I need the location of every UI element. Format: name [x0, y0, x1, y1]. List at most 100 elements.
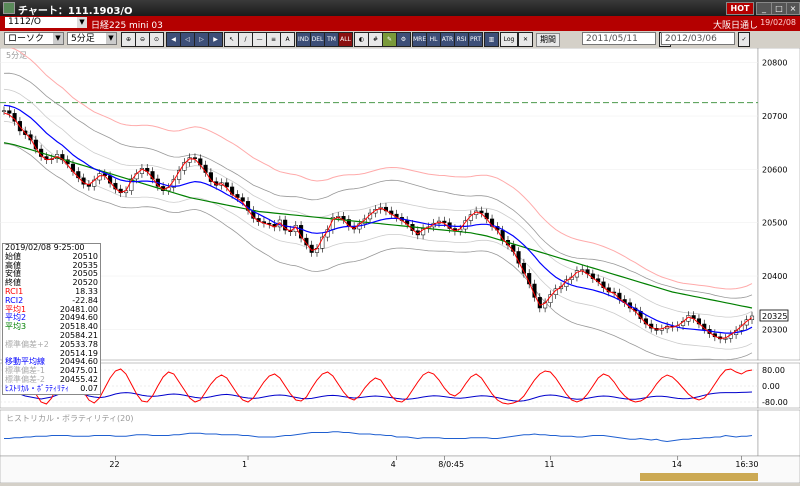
- date-from-field[interactable]: 2011/05/11: [582, 32, 656, 45]
- info-row: RCI2 -22.84: [3, 295, 100, 306]
- price-tick-label: 20300: [762, 325, 787, 334]
- zoom-reset-icon[interactable]: ⊙: [149, 32, 164, 47]
- info-row: 平均3 20518.40: [3, 322, 100, 332]
- period-label[interactable]: 期間: [536, 33, 560, 47]
- info-row-value: 20494.60: [59, 357, 98, 367]
- info-row-label: 移動平均線: [5, 357, 45, 367]
- zoom-in-icon[interactable]: ⊕: [121, 32, 136, 47]
- toolbar-btn-del[interactable]: DEL: [310, 32, 325, 47]
- data-info-panel: 2019/02/08 9:25:00 始値 20510 高値 20535 安値 20505…: [2, 243, 101, 395]
- date-tick-label: 4: [391, 460, 396, 469]
- log-scale-button[interactable]: Log: [500, 32, 518, 47]
- hv-axis: [757, 409, 800, 457]
- color-icon[interactable]: ◐: [354, 32, 369, 47]
- price-tick-label: 20500: [762, 219, 787, 228]
- scroll-left-icon[interactable]: ◁: [180, 32, 195, 47]
- ma-short-line: [3, 112, 753, 339]
- fibonacci-icon[interactable]: ≡: [266, 32, 281, 47]
- maximize-button[interactable]: □: [771, 2, 787, 15]
- zoom-out-icon[interactable]: ⊖: [135, 32, 150, 47]
- osc-axis: [757, 362, 800, 409]
- info-row-value: 18.33: [75, 286, 98, 296]
- info-row: 標準偏差+2 20533.78: [3, 340, 100, 350]
- toolbar-btn-mre[interactable]: MRE: [412, 32, 427, 47]
- info-row-label: 標準偏差-2: [5, 374, 45, 384]
- toolbar-btn-ind[interactable]: IND: [296, 32, 311, 47]
- candle-body: [723, 338, 728, 340]
- trendline-icon[interactable]: /: [238, 32, 253, 47]
- rci-long-line: [3, 389, 753, 402]
- hv-panel: [0, 409, 759, 457]
- toolbar-btn-prt[interactable]: PRT: [468, 32, 483, 47]
- info-row-label: 始値: [5, 251, 21, 261]
- minimize-button[interactable]: _: [756, 2, 772, 15]
- pointer-icon[interactable]: ↖: [224, 32, 239, 47]
- toolbar-btn-all[interactable]: ALL: [338, 32, 353, 47]
- symbol-dropdown-icon[interactable]: ▼: [77, 17, 87, 28]
- hline-icon[interactable]: —: [252, 32, 267, 47]
- toolbar-btn-atr[interactable]: ATR: [440, 32, 455, 47]
- toolbar-btn-hl[interactable]: HL: [426, 32, 441, 47]
- text-tool-icon[interactable]: A: [280, 32, 295, 47]
- symbol-code-input[interactable]: 1112/O: [5, 17, 77, 28]
- grid-icon[interactable]: #: [368, 32, 383, 47]
- candle-body: [192, 157, 198, 159]
- close-button[interactable]: ×: [786, 2, 800, 15]
- settings-icon[interactable]: ⚙: [396, 32, 411, 47]
- info-row: 終値 20520: [3, 278, 100, 288]
- palette-icon[interactable]: ✎: [382, 32, 397, 47]
- scroll-right-icon[interactable]: ▷: [194, 32, 209, 47]
- checkbox-icon[interactable]: ✓: [738, 32, 750, 47]
- interval-select[interactable]: 5分足 ▼: [67, 32, 117, 45]
- info-row: RCI1 18.33: [3, 286, 100, 297]
- date-to-field[interactable]: 2012/03/06: [661, 32, 735, 45]
- toolbar-btn-tm[interactable]: TM: [324, 32, 339, 47]
- price-tick-label: 20600: [762, 165, 787, 174]
- info-row-value: 20535: [72, 260, 98, 270]
- info-row: 始値 20510: [3, 251, 100, 262]
- price-tick-label: 20800: [762, 59, 787, 68]
- candle-body: [28, 134, 33, 141]
- ma-mid-line: [3, 104, 753, 334]
- interval-value: 5分足: [71, 34, 95, 44]
- toolbar-btn-rsi[interactable]: RSI: [454, 32, 469, 47]
- price-tick-label: 20400: [762, 272, 787, 281]
- candle-body: [7, 110, 12, 114]
- scroll-start-icon[interactable]: ◀: [166, 32, 181, 47]
- bar-chart-icon[interactable]: ▥: [484, 32, 499, 47]
- info-row: 標準偏差-1 20475.01: [3, 366, 100, 376]
- hot-badge[interactable]: HOT: [726, 2, 754, 15]
- date-tick-label: 1: [242, 460, 247, 469]
- info-row: 標準偏差-2 20455.42: [3, 374, 100, 385]
- info-row-value: 20455.42: [59, 374, 98, 384]
- price-chart[interactable]: 5分足 ヒストリカル・ボラティリティ(20) 20800 20700 20600 20…: [0, 46, 800, 484]
- info-row-value: 20520: [72, 278, 98, 288]
- ma-long-line: [3, 142, 753, 309]
- lower-band-2sigma-line: [3, 143, 753, 361]
- info-row-value: 20505: [72, 269, 98, 279]
- chart-area[interactable]: 5分足 ヒストリカル・ボラティリティ(20) 20800 20700 20600 20…: [0, 46, 800, 484]
- chart-type-select[interactable]: ローソク ▼: [4, 32, 64, 45]
- info-datetime-value: 2019/02/08 9:25:00: [5, 243, 85, 252]
- chart-toolbar: ローソク ▼ 5分足 ▼ ⊕ ⊖ ⊙ ◀ ◁ ▷ ▶ ↖ / — ≡ A IND D…: [0, 31, 800, 49]
- cross-icon[interactable]: ✕: [518, 32, 533, 47]
- chevron-down-icon: ▼: [106, 33, 116, 44]
- info-row: 20514.19: [3, 348, 100, 359]
- date-tick-label: 16:30: [735, 460, 758, 469]
- info-row-value: -22.84: [72, 295, 98, 305]
- info-row: 平均1 20481.00: [3, 304, 100, 315]
- info-row-label: 標準偏差-1: [5, 366, 45, 376]
- info-row-label: 平均1: [5, 304, 27, 314]
- current-price-box: [759, 309, 789, 322]
- current-price-label: 20325: [762, 312, 787, 321]
- info-row-value: 20514.19: [59, 348, 98, 358]
- info-row-label: RCI1: [5, 286, 24, 296]
- info-row-value: 20510: [72, 251, 98, 261]
- date-tick-label: 22: [109, 460, 119, 469]
- info-row-label: 高値: [5, 260, 21, 270]
- scroll-end-icon[interactable]: ▶: [208, 32, 223, 47]
- info-row-value: 20494.60: [59, 313, 98, 323]
- rci-short-line: [3, 368, 753, 405]
- info-row-label: ﾋｽﾄﾘｶﾙ・ﾎﾞﾗﾃｨﾘﾃｨ: [5, 383, 69, 393]
- info-row: 平均2 20494.60: [3, 314, 100, 323]
